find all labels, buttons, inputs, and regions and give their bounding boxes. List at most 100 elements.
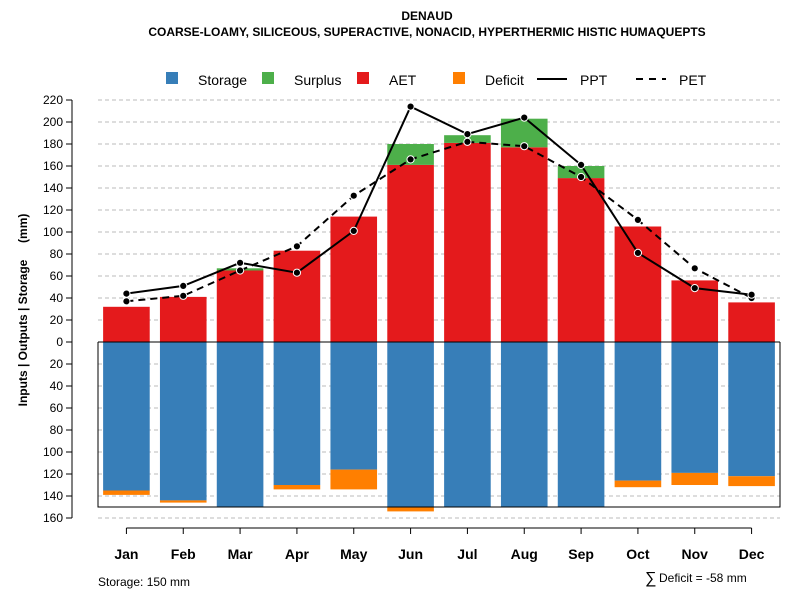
storage-bar [728, 342, 775, 477]
x-tick-label: Oct [626, 546, 650, 562]
chart-subtitle: COARSE-LOAMY, SILICEOUS, SUPERACTIVE, NO… [148, 25, 705, 39]
x-tick-label: Dec [739, 546, 765, 562]
ppt-point [349, 226, 358, 235]
pet-point [122, 297, 131, 306]
pet-line [126, 140, 753, 303]
deficit-bar [387, 507, 434, 512]
y-tick-label: 20 [50, 313, 64, 327]
legend-label-deficit: Deficit [485, 72, 524, 88]
chart-legend: Storage Surplus AET Deficit PPT PET [166, 72, 707, 88]
ppt-point [292, 268, 302, 277]
deficit-bar [671, 472, 719, 485]
storage-bar [103, 342, 150, 491]
surplus-bar [557, 166, 605, 179]
y-tick-label: 160 [43, 511, 63, 525]
x-tick-label: Mar [228, 546, 253, 562]
y-tick-label: 120 [43, 203, 63, 217]
sum-symbol: ∑ [645, 570, 656, 587]
legend-label-pet: PET [679, 72, 707, 88]
y-tick-label: 140 [43, 181, 63, 195]
storage-bar [273, 342, 321, 485]
aet-bar [614, 226, 662, 342]
aet-bar [387, 164, 434, 342]
aet-bar [557, 178, 605, 342]
legend-swatch-deficit [453, 72, 465, 84]
storage-bar [500, 342, 548, 507]
storage-bar [216, 342, 264, 507]
pet-point [690, 264, 699, 273]
pet-point [406, 155, 415, 164]
aet-bar [216, 270, 264, 342]
grid-lines [98, 99, 780, 519]
x-tick-label: Feb [171, 546, 196, 562]
aet-bar [728, 302, 775, 342]
y-tick-label: 20 [50, 357, 64, 371]
y-tick-label: 180 [43, 137, 63, 151]
y-tick-label: 40 [50, 379, 64, 393]
legend-label-aet: AET [389, 72, 417, 88]
lines-layer [122, 102, 756, 306]
storage-capacity-outline [97, 342, 781, 508]
pet-point [349, 191, 358, 200]
x-tick-label: Nov [682, 546, 709, 562]
pet-point [179, 291, 188, 300]
bars-layer [97, 118, 781, 512]
legend-label-surplus: Surplus [294, 72, 341, 88]
pet-point [235, 266, 245, 275]
aet-bar [330, 216, 378, 342]
ppt-point [576, 160, 586, 169]
ppt-point [122, 289, 131, 298]
y-tick-label: 40 [50, 291, 64, 305]
pet-point [292, 242, 302, 251]
storage-footer: Storage: 150 mm [98, 575, 190, 589]
y-tick-label: 80 [50, 247, 64, 261]
ppt-point [235, 258, 245, 267]
y-tick-label: 80 [50, 423, 64, 437]
aet-bar [103, 306, 150, 342]
x-tick-label: May [340, 546, 367, 562]
x-tick-label: Apr [285, 546, 310, 562]
ppt-point [406, 102, 415, 111]
x-tick-label: Jul [457, 546, 477, 562]
x-axis: Jan Feb Mar Apr May Jun Jul Aug Sep Oct Nov Dec [114, 527, 765, 562]
deficit-bar [159, 500, 207, 503]
deficit-bar [330, 469, 378, 490]
legend-swatch-aet [357, 72, 369, 84]
legend-swatch-surplus [262, 72, 274, 84]
legend-label-ppt: PPT [580, 72, 608, 88]
y-tick-label: 100 [43, 445, 63, 459]
ppt-point [463, 130, 472, 139]
ppt-point [520, 113, 529, 122]
storage-bar [159, 342, 207, 501]
x-tick-label: Jun [398, 546, 423, 562]
y-tick-label: 120 [43, 467, 63, 481]
y-tick-label: 200 [43, 115, 63, 129]
storage-bar [444, 342, 491, 507]
x-tick-label: Aug [511, 546, 538, 562]
aet-bar [159, 296, 207, 342]
y-axis: 2202001801601401201008060402002040608010… [43, 93, 73, 525]
storage-bar [387, 342, 434, 507]
legend-label-storage: Storage [198, 72, 247, 88]
aet-bar [500, 147, 548, 342]
deficit-bar [728, 476, 775, 487]
pet-point [633, 215, 643, 224]
storage-bar [330, 342, 378, 470]
deficit-footer: Deficit = -58 mm [659, 571, 747, 585]
deficit-bar [103, 490, 150, 495]
x-tick-label: Jan [114, 546, 138, 562]
ppt-point [747, 290, 756, 299]
y-tick-label: 0 [56, 335, 63, 349]
legend-swatch-storage [166, 72, 178, 84]
x-tick-label: Sep [568, 546, 594, 562]
y-tick-label: 220 [43, 93, 63, 107]
ppt-line [126, 105, 752, 296]
y-tick-label: 100 [43, 225, 63, 239]
pet-point [520, 142, 529, 151]
deficit-bar [614, 480, 662, 488]
storage-bar [557, 342, 605, 507]
ppt-point [633, 248, 643, 257]
storage-bar [671, 342, 719, 473]
y-tick-label: 60 [50, 269, 64, 283]
